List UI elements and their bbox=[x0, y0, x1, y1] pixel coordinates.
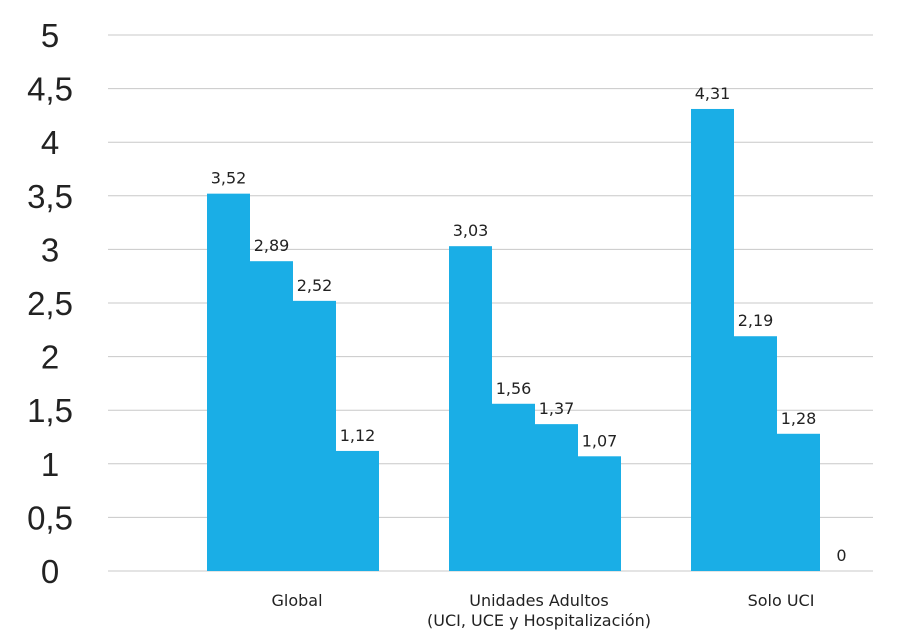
data-label: 3,52 bbox=[211, 169, 247, 188]
data-label: 2,89 bbox=[254, 236, 290, 255]
bar bbox=[578, 456, 621, 571]
y-tick-label: 3,5 bbox=[27, 178, 73, 215]
y-tick-label: 1 bbox=[41, 446, 59, 483]
x-tick-label: (UCI, UCE y Hospitalización) bbox=[427, 611, 651, 630]
data-label: 1,28 bbox=[781, 409, 817, 428]
y-tick-label: 4 bbox=[41, 124, 59, 161]
y-tick-label: 1,5 bbox=[27, 392, 73, 429]
bar bbox=[492, 403, 535, 571]
bar bbox=[336, 450, 379, 571]
bar bbox=[250, 261, 293, 571]
y-tick-label: 4,5 bbox=[27, 71, 73, 108]
x-tick-label: Global bbox=[271, 591, 322, 610]
y-tick-label: 0,5 bbox=[27, 499, 73, 536]
bar bbox=[449, 246, 492, 571]
bar bbox=[734, 336, 777, 571]
bar bbox=[777, 433, 820, 571]
y-tick-label: 5 bbox=[41, 17, 59, 54]
data-label: 1,12 bbox=[340, 426, 376, 445]
y-tick-label: 2,5 bbox=[27, 285, 73, 322]
data-label: 0 bbox=[836, 546, 846, 565]
x-tick-label: Unidades Adultos bbox=[469, 591, 608, 610]
data-label: 1,56 bbox=[496, 379, 532, 398]
y-tick-label: 3 bbox=[41, 231, 59, 268]
x-tick-label: Solo UCI bbox=[748, 591, 815, 610]
y-tick-label: 0 bbox=[41, 553, 59, 590]
data-label: 2,52 bbox=[297, 276, 333, 295]
bar bbox=[207, 193, 250, 571]
bar bbox=[691, 108, 734, 571]
bar bbox=[293, 300, 336, 571]
data-label: 4,31 bbox=[695, 84, 731, 103]
data-label: 2,19 bbox=[738, 311, 774, 330]
y-tick-label: 2 bbox=[41, 339, 59, 376]
data-label: 1,37 bbox=[539, 399, 575, 418]
data-label: 3,03 bbox=[453, 221, 489, 240]
data-label: 1,07 bbox=[582, 431, 618, 450]
bar bbox=[535, 424, 578, 571]
